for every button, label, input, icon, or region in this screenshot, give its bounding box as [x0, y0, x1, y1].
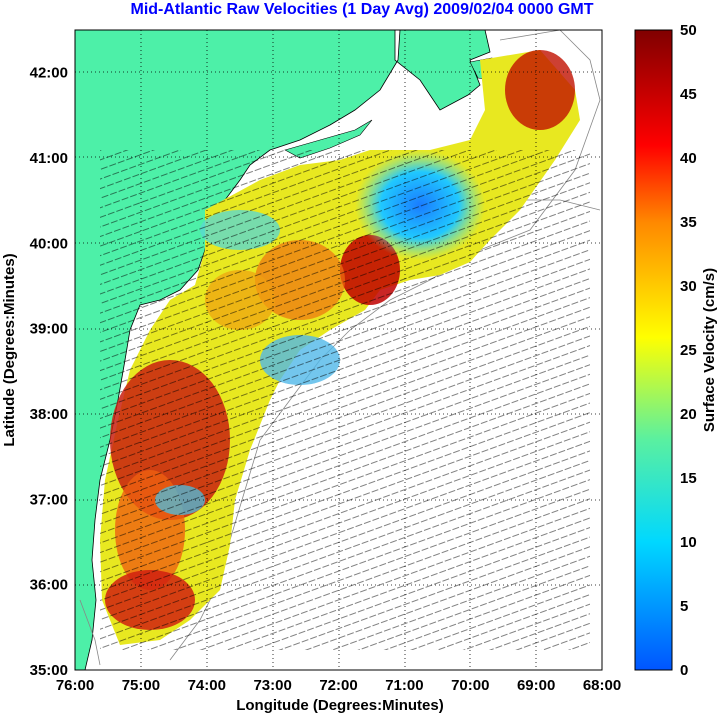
y-axis-label: Latitude (Degrees:Minutes) [1, 253, 18, 446]
colorbar-tick-label: 30 [680, 278, 697, 295]
x-tick-label: 71:00 [385, 677, 423, 694]
map-title: Mid-Atlantic Raw Velocities (1 Day Avg) … [130, 1, 594, 18]
colorbar-tick-label: 15 [680, 470, 697, 487]
colorbar-tick-label: 25 [680, 342, 697, 359]
colorbar-tick-label: 50 [680, 22, 697, 39]
colorbar-tick-label: 35 [680, 214, 697, 231]
x-tick-label: 70:00 [451, 677, 489, 694]
x-tick-label: 73:00 [253, 677, 291, 694]
y-tick-label: 38:00 [30, 406, 68, 423]
y-tick-labels: 35:00 36:00 37:00 38:00 39:00 40:00 41:00 42:00 [30, 65, 68, 679]
y-tick-label: 41:00 [30, 150, 68, 167]
colorbar-tick-label: 10 [680, 534, 697, 551]
x-tick-label: 74:00 [188, 677, 226, 694]
x-tick-label: 72:00 [319, 677, 357, 694]
y-tick-label: 39:00 [30, 321, 68, 338]
colorbar-label: Surface Velocity (cm/s) [701, 268, 718, 432]
colorbar-tick-label: 0 [680, 662, 688, 679]
x-tick-labels: 76:00 75:00 74:00 73:00 72:00 71:00 70:00 69:00… [56, 677, 621, 694]
y-tick-label: 42:00 [30, 65, 68, 82]
high-speed-zone-north [505, 50, 575, 130]
x-tick-label: 69:00 [517, 677, 555, 694]
y-tick-label: 37:00 [30, 491, 68, 508]
y-tick-label: 35:00 [30, 662, 68, 679]
x-tick-label: 75:00 [122, 677, 160, 694]
colorbar [634, 29, 673, 671]
x-tick-label: 68:00 [583, 677, 621, 694]
y-tick-label: 36:00 [30, 577, 68, 594]
colorbar-tick-label: 20 [680, 406, 697, 423]
plot-frame [74, 29, 603, 671]
colorbar-tick-label: 45 [680, 86, 697, 103]
x-axis-label: Longitude (Degrees:Minutes) [236, 697, 444, 714]
colorbar-tick-label: 5 [680, 598, 688, 615]
y-tick-label: 40:00 [30, 235, 68, 252]
colorbar-tick-label: 40 [680, 150, 697, 167]
grid [75, 30, 602, 670]
x-tick-label: 76:00 [56, 677, 94, 694]
velocity-vectors [100, 150, 590, 650]
colorbar-tick-labels: 0 5 10 15 20 25 30 35 40 45 50 [680, 22, 697, 679]
